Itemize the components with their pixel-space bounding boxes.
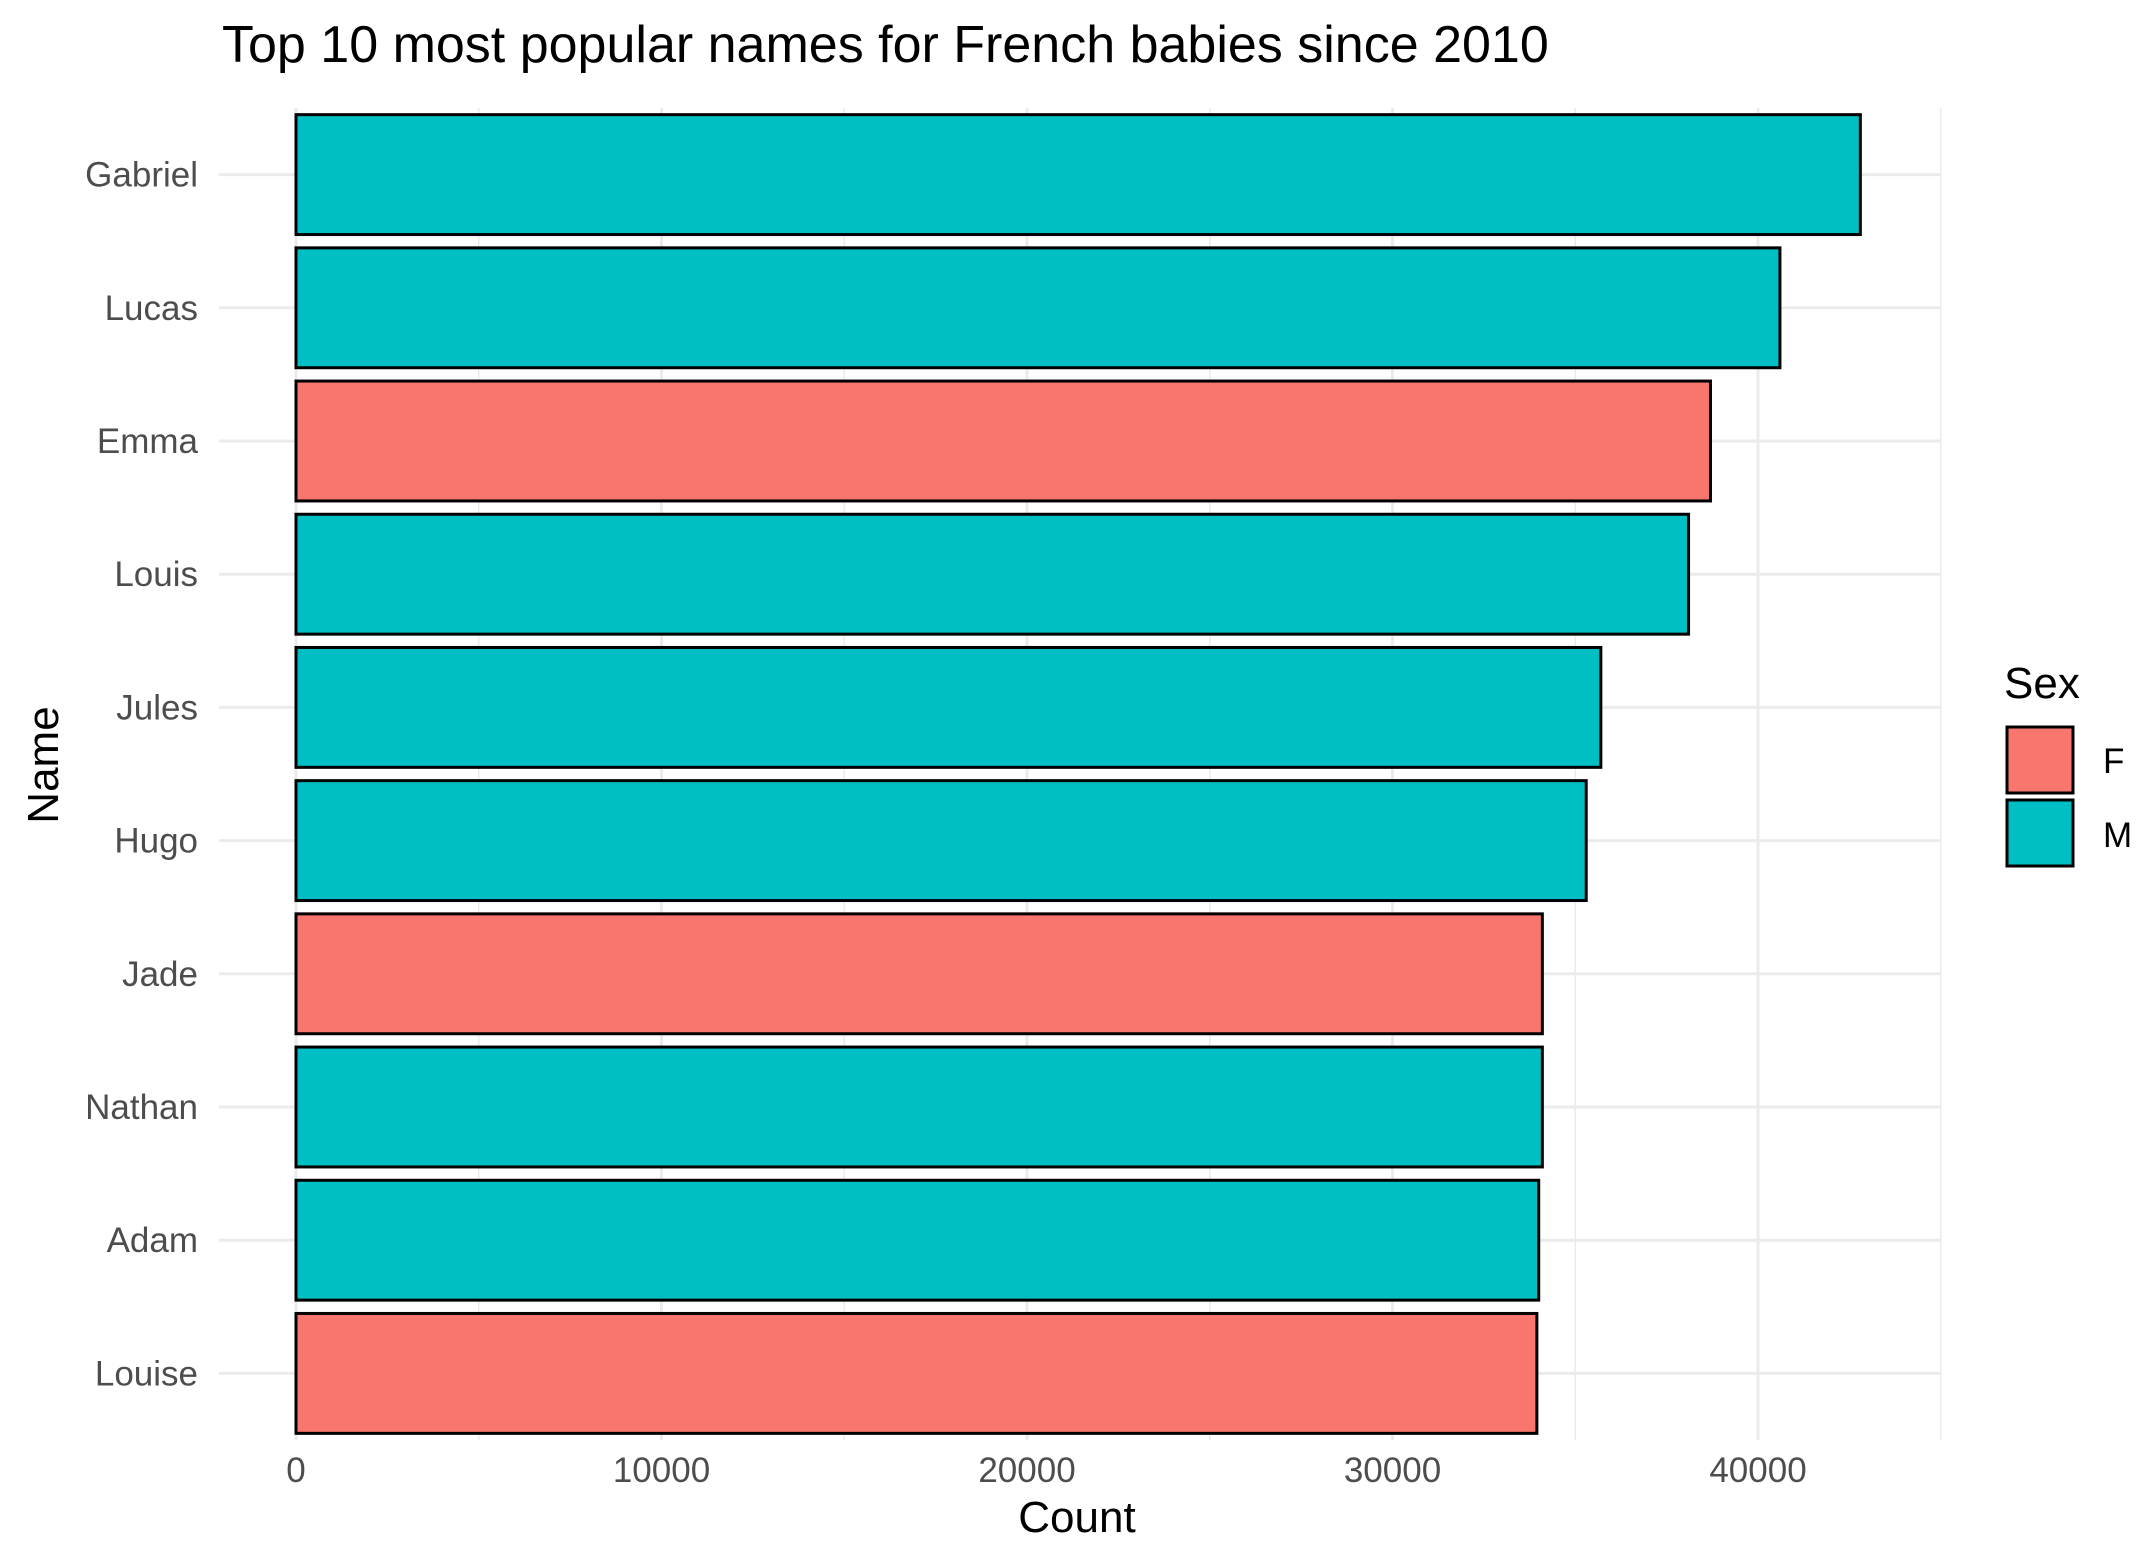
x-axis-title: Count [1018, 1493, 1135, 1542]
bar-louise [294, 1311, 1539, 1435]
bar-lucas [294, 246, 1782, 370]
y-tick-label: Louis [114, 555, 198, 594]
x-tick-label: 40000 [1709, 1451, 1806, 1490]
x-tick-label: 0 [286, 1451, 305, 1490]
x-tick-label: 10000 [613, 1451, 710, 1490]
x-tick-label: 20000 [978, 1451, 1075, 1490]
y-tick-label: Louise [95, 1354, 198, 1393]
y-tick-label: Nathan [85, 1088, 198, 1127]
bar-adam [294, 1178, 1541, 1302]
bar-emma [294, 379, 1712, 503]
legend-label-m: M [2103, 816, 2132, 855]
bar-jade [294, 912, 1544, 1036]
legend-label-f: F [2103, 742, 2124, 781]
legend: Sex F M [2004, 659, 2132, 868]
bar-gabriel [294, 113, 1862, 237]
y-tick-labels: Gabriel Lucas Emma Louis Jules Hugo Jade Nathan… [85, 156, 198, 1394]
chart-title: Top 10 most popular names for French bab… [222, 16, 1549, 74]
y-tick-label: Adam [107, 1221, 198, 1260]
x-tick-labels: 0 10000 20000 30000 40000 [286, 1451, 1806, 1490]
x-tick-label: 30000 [1344, 1451, 1441, 1490]
bar-jules [294, 645, 1603, 769]
legend-key-f [2005, 725, 2075, 795]
y-axis-title: Name [19, 706, 68, 823]
y-tick-label: Emma [97, 422, 199, 461]
y-tick-label: Hugo [114, 822, 198, 861]
bar-nathan [294, 1045, 1544, 1169]
bar-hugo [294, 779, 1588, 903]
legend-key-m [2005, 798, 2075, 868]
bar-louis [294, 512, 1691, 636]
y-tick-label: Gabriel [85, 156, 198, 195]
y-tick-label: Jade [122, 955, 198, 994]
y-tick-label: Lucas [105, 289, 198, 328]
legend-title: Sex [2004, 659, 2080, 708]
bars [294, 113, 1862, 1435]
y-tick-label: Jules [116, 688, 198, 727]
